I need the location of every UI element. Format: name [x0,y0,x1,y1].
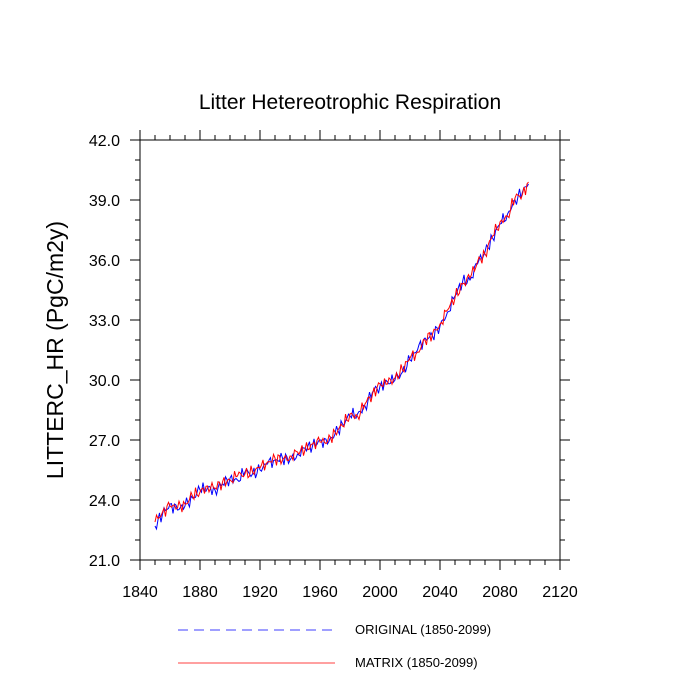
y-tick-label: 21.0 [89,553,120,570]
axis-tick-labels: 1840 1880 1920 1960 2000 2040 2080 2120 21.0 24.0… [89,133,578,601]
axis-ticks [130,130,570,570]
y-tick-label: 24.0 [89,493,120,510]
x-tick-label: 2040 [422,584,458,601]
y-tick-label: 42.0 [89,133,120,150]
legend-label-matrix: MATRIX (1850-2099) [355,655,478,670]
series-lines [154,181,529,531]
y-tick-label: 30.0 [89,373,120,390]
series-line-matrix [154,181,529,523]
y-axis-label: LITTERC_HR (PgC/m2y) [42,221,68,479]
x-tick-label: 2120 [542,584,578,601]
plot-frame [139,139,561,561]
x-tick-label: 2080 [482,584,518,601]
x-tick-label: 1960 [302,584,338,601]
legend-label-original: ORIGINAL (1850-2099) [355,622,491,637]
chart-title: Litter Hetereotrophic Respiration [199,91,501,114]
x-tick-label: 2000 [362,584,398,601]
x-tick-label: 1920 [242,584,278,601]
y-tick-label: 33.0 [89,313,120,330]
y-tick-label: 27.0 [89,433,120,450]
y-tick-label: 39.0 [89,193,120,210]
x-tick-label: 1840 [122,584,158,601]
x-tick-label: 1880 [182,584,218,601]
series-line-original [154,183,529,531]
legend: ORIGINAL (1850-2099) MATRIX (1850-2099) [178,622,491,670]
y-tick-label: 36.0 [89,253,120,270]
